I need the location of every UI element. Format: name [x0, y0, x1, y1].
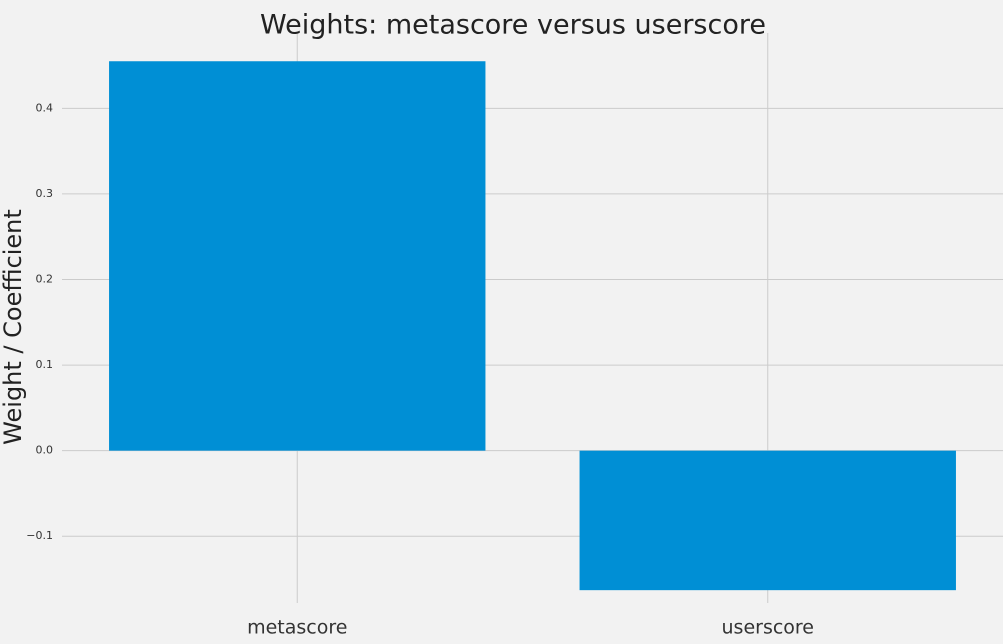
x-tick-label: userscore: [722, 617, 815, 639]
y-tick-label: 0.3: [36, 187, 54, 200]
y-tick-label: 0.4: [36, 101, 54, 114]
y-tick-label: 0.0: [36, 444, 54, 457]
y-axis-label: Weight / Coefficient: [0, 209, 27, 445]
bar-userscore: [579, 450, 956, 591]
y-tick-labels: −0.1 0.0 0.1 0.2 0.3 0.4: [26, 101, 53, 542]
bar-metascore: [109, 61, 486, 451]
y-tick-label: 0.1: [36, 358, 54, 371]
chart-title: Weights: metascore versus userscore: [260, 10, 766, 41]
x-tick-label: metascore: [247, 617, 347, 639]
bars: [109, 61, 956, 591]
y-tick-label: 0.2: [36, 272, 54, 285]
y-tick-label: −0.1: [26, 529, 53, 542]
x-tick-labels: metascore userscore: [247, 617, 814, 639]
